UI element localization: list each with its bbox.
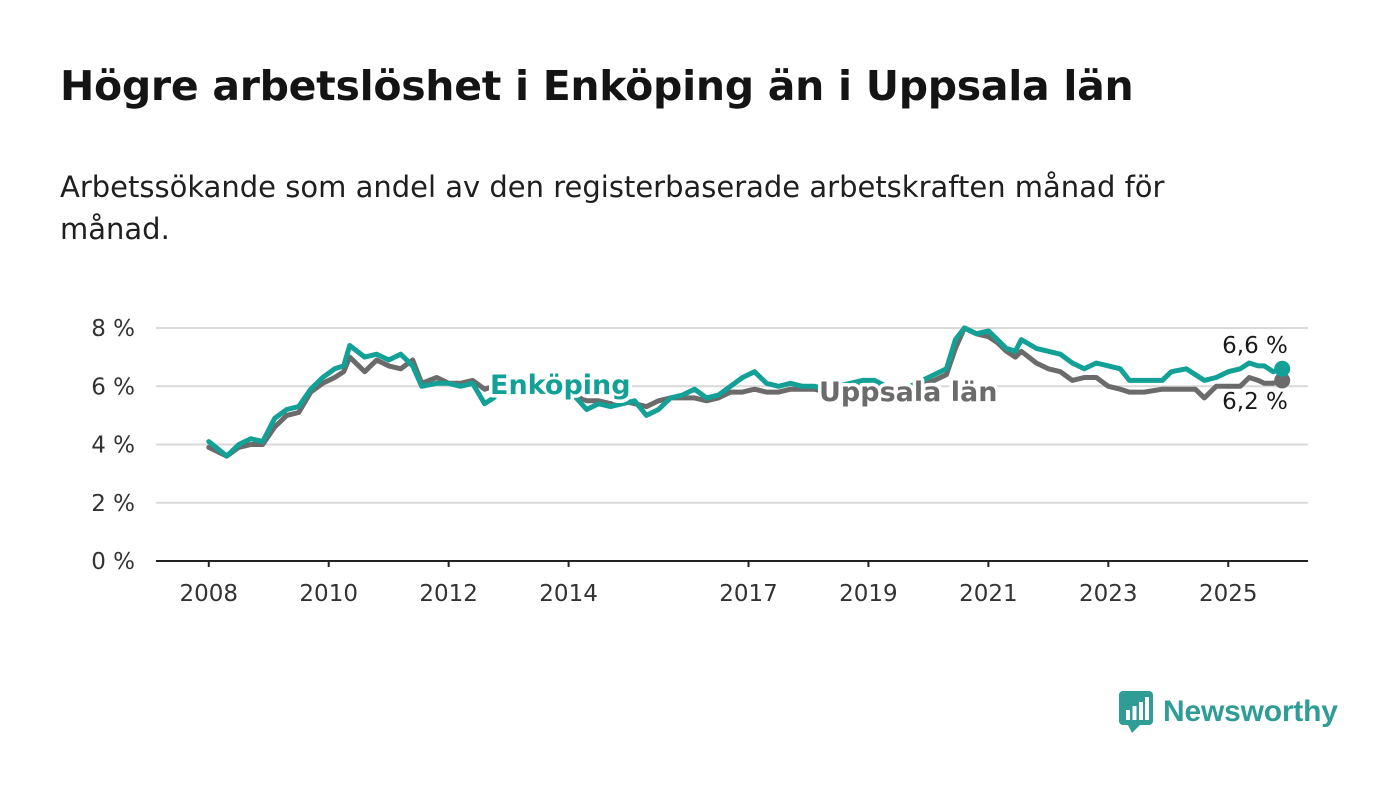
- x-tick-label: 2017: [719, 581, 778, 607]
- end-marker-enkoping: [1274, 360, 1291, 377]
- series-lines: [206, 325, 1285, 459]
- y-tick-label: 2 %: [91, 491, 135, 517]
- end-marker-uppsala-lan: [1274, 372, 1291, 389]
- newsworthy-logo-icon: [1119, 691, 1153, 733]
- y-tick-label: 0 %: [91, 549, 135, 575]
- x-tick-label: 2010: [299, 581, 358, 607]
- x-tick-label: 2014: [539, 581, 598, 607]
- series-labels: Enköping Uppsala län 6,6 % 6,2 %: [487, 333, 1288, 415]
- x-tick-label: 2023: [1079, 581, 1138, 607]
- x-tick-label: 2021: [959, 581, 1018, 607]
- x-axis-ticks: 2008 2010 2012 2014 2017 2019 2021 2023 2025: [179, 561, 1258, 607]
- x-tick-label: 2008: [179, 581, 238, 607]
- series-label-enkoping: Enköping: [490, 370, 631, 401]
- y-axis-ticks: 0 % 2 % 4 % 6 % 8 %: [91, 316, 135, 575]
- series-label-uppsala: Uppsala län: [819, 377, 997, 408]
- newsworthy-logo: Newsworthy: [1118, 690, 1338, 734]
- end-markers: [1274, 360, 1291, 389]
- grid-lines: [156, 327, 1308, 504]
- series-line-enkoping: [206, 325, 1285, 459]
- x-tick-label: 2019: [839, 581, 898, 607]
- y-tick-label: 8 %: [91, 316, 135, 342]
- end-value-label-uppsala: 6,2 %: [1222, 389, 1288, 415]
- series-line-uppsala-lan: [206, 325, 1285, 459]
- newsworthy-logo-text: Newsworthy: [1163, 695, 1338, 728]
- y-tick-label: 6 %: [91, 374, 135, 400]
- end-value-label-enkoping: 6,6 %: [1222, 333, 1288, 359]
- chart-subtitle: Arbetssökande som andel av den registerb…: [60, 170, 1165, 246]
- y-tick-label: 4 %: [91, 433, 135, 459]
- x-tick-label: 2025: [1199, 581, 1258, 607]
- chart-title: Högre arbetslöshet i Enköping än i Uppsa…: [60, 62, 1134, 110]
- x-tick-label: 2012: [419, 581, 478, 607]
